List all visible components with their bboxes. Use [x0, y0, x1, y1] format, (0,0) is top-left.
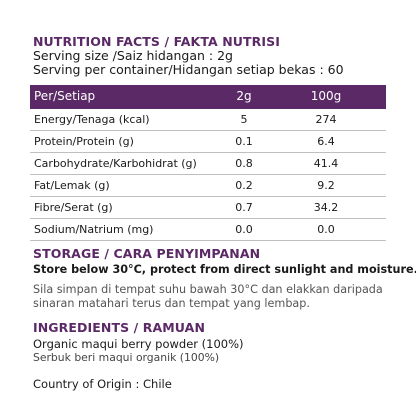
value-2g: 0.2: [235, 179, 253, 192]
nutrient-name: Fat/Lemak (g): [34, 179, 110, 192]
serving-size: Serving size /Saiz hidangan : 2g: [33, 48, 233, 63]
value-2g: 0.8: [235, 157, 253, 170]
nutrition-title: NUTRITION FACTS / FAKTA NUTRISI: [33, 34, 280, 49]
nutrient-name: Carbohydrate/Karbohidrat (g): [34, 157, 197, 170]
ingredients-english: Organic maqui berry powder (100%): [33, 337, 244, 351]
value-2g: 0.7: [235, 201, 253, 214]
storage-title: STORAGE / CARA PENYIMPANAN: [33, 246, 261, 261]
table-row-fibre: Fibre/Serat (g) 0.7 34.2: [30, 197, 386, 219]
nutrient-name: Sodium/Natrium (mg): [34, 223, 154, 236]
value-2g: 5: [240, 113, 248, 126]
value-100g: 0.0: [317, 223, 335, 236]
ingredients-title: INGREDIENTS / RAMUAN: [33, 320, 206, 335]
nutrition-table-header: Per/Setiap 2g 100g: [30, 85, 386, 109]
country-of-origin: Country of Origin : Chile: [33, 377, 172, 391]
storage-malay-line1: Sila simpan di tempat suhu bawah 30°C da…: [33, 283, 383, 296]
value-100g: 274: [315, 113, 337, 126]
nutrient-name: Protein/Protein (g): [34, 135, 134, 148]
nutrient-name: Energy/Tenaga (kcal): [34, 113, 150, 126]
nutrient-name: Fibre/Serat (g): [34, 201, 113, 214]
value-2g: 0.0: [235, 223, 253, 236]
servings-per-container: Serving per container/Hidangan setiap be…: [33, 62, 344, 77]
table-row-carbohydrate: Carbohydrate/Karbohidrat (g) 0.8 41.4: [30, 153, 386, 175]
ingredients-malay: Serbuk beri maqui organik (100%): [33, 351, 220, 364]
value-100g: 9.2: [317, 179, 335, 192]
nutrition-table: Per/Setiap 2g 100g Energy/Tenaga (kcal) …: [30, 85, 386, 241]
storage-english: Store below 30°C, protect from direct su…: [33, 263, 416, 276]
header-per: Per/Setiap: [34, 89, 96, 103]
value-100g: 41.4: [313, 157, 339, 170]
table-row-sodium: Sodium/Natrium (mg) 0.0 0.0: [30, 219, 386, 241]
value-100g: 34.2: [313, 201, 339, 214]
table-row-protein: Protein/Protein (g) 0.1 6.4: [30, 131, 386, 153]
header-2g: 2g: [236, 89, 252, 103]
table-row-fat: Fat/Lemak (g) 0.2 9.2: [30, 175, 386, 197]
table-row-energy: Energy/Tenaga (kcal) 5 274: [30, 109, 386, 131]
storage-malay-line2: sinaran matahari terus dan tempat yang l…: [33, 297, 310, 310]
header-100g: 100g: [310, 89, 342, 103]
value-2g: 0.1: [235, 135, 253, 148]
value-100g: 6.4: [317, 135, 335, 148]
